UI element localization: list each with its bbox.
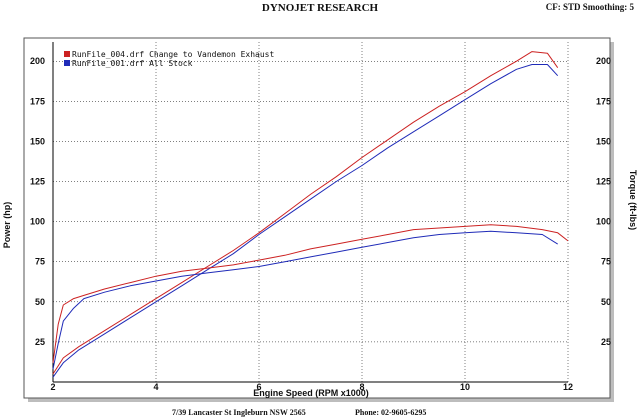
- y-axis-label-torque: Torque (ft-lbs): [628, 170, 638, 230]
- legend-label-stock: RunFile_001.drf All Stock: [72, 59, 193, 68]
- series-line-modified-torque: [52, 224, 569, 363]
- x-tick-label: 10: [460, 382, 470, 392]
- x-tick-label: 8: [359, 382, 364, 392]
- x-axis-label: Engine Speed (RPM x1000): [253, 388, 369, 398]
- y-tick-label-power: 150: [30, 136, 45, 146]
- y-tick-label-power: 125: [30, 177, 45, 187]
- y-tick-label-torque: 50: [601, 297, 611, 307]
- y-tick-label-power: 25: [35, 337, 45, 347]
- settings-readout: CF: STD Smoothing: 5: [545, 2, 634, 12]
- x-tick-label: 2: [50, 382, 55, 392]
- legend-label-modified: RunFile_004.drf Change to Vandemon Exhau…: [72, 50, 274, 59]
- y-tick-label-power: 175: [30, 96, 45, 106]
- legend: RunFile_004.drf Change to Vandemon Exhau…: [64, 50, 274, 68]
- legend-swatch-stock: [64, 60, 70, 66]
- y-tick-label-torque: 150: [596, 136, 611, 146]
- series-layer: [52, 51, 569, 378]
- y-tick-label-power: 100: [30, 217, 45, 227]
- chart-frame: [23, 37, 611, 399]
- y-tick-label-torque: 75: [601, 257, 611, 267]
- y-tick-label-torque: 200: [596, 56, 611, 66]
- legend-swatch-modified: [64, 51, 70, 57]
- y-tick-label-torque: 125: [596, 177, 611, 187]
- report-title: DYNOJET RESEARCH: [261, 2, 379, 14]
- y-tick-label-power: 50: [35, 297, 45, 307]
- grid: [52, 42, 569, 383]
- y-tick-label-power: 75: [35, 257, 45, 267]
- series-line-modified-power: [52, 51, 559, 375]
- y-tick-label-torque: 175: [596, 96, 611, 106]
- series-line-stock-power: [52, 64, 559, 378]
- y-tick-label-power: 200: [30, 56, 45, 66]
- footer-phone: Phone: 02-9605-6295: [355, 408, 427, 417]
- series-line-stock-torque: [52, 230, 558, 370]
- x-tick-label: 4: [153, 382, 158, 392]
- footer-address: 7/39 Lancaster St Ingleburn NSW 2565: [172, 408, 306, 417]
- y-axis-label-power: Power (hp): [2, 202, 12, 249]
- x-tick-label: 12: [563, 382, 573, 392]
- y-tick-label-torque: 100: [596, 217, 611, 227]
- tick-layer: 2 4 6 8 10 12 25 25 50 50 75 75 100 100 125 125 150 150 17…: [30, 56, 611, 392]
- y-tick-label-torque: 25: [601, 337, 611, 347]
- x-tick-label: 6: [256, 382, 261, 392]
